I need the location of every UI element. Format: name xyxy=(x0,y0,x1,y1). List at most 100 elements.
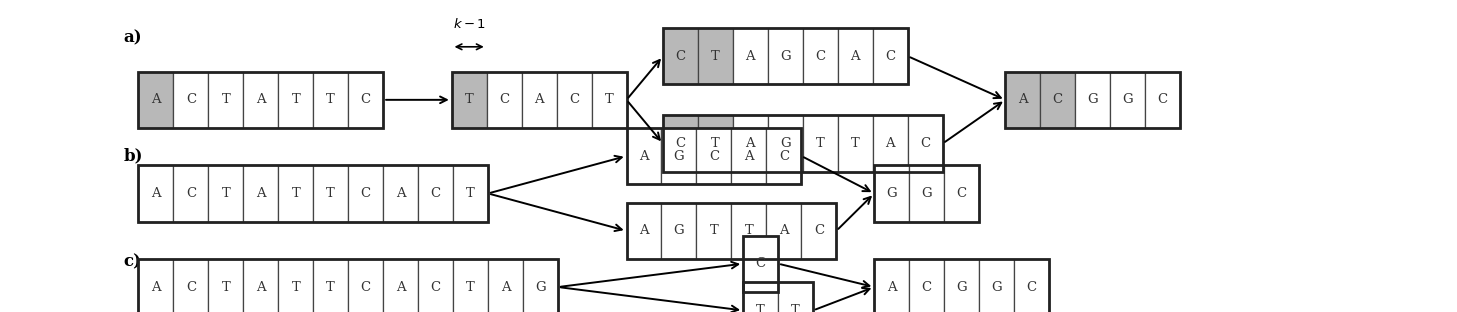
Text: C: C xyxy=(431,280,440,294)
Text: C: C xyxy=(921,137,930,150)
Text: A: A xyxy=(152,187,160,200)
Bar xyxy=(348,259,383,312)
Bar xyxy=(663,115,943,172)
Bar xyxy=(838,28,873,84)
Bar xyxy=(731,128,766,184)
Bar xyxy=(138,165,488,222)
Text: A: A xyxy=(1018,93,1027,106)
Bar xyxy=(874,165,979,222)
Bar xyxy=(313,72,348,128)
Bar xyxy=(663,115,698,172)
Text: G: G xyxy=(779,50,791,63)
Bar xyxy=(1075,72,1110,128)
Text: $k-1$: $k-1$ xyxy=(453,17,485,31)
Text: C: C xyxy=(1053,93,1062,106)
Bar xyxy=(557,72,592,128)
Text: c): c) xyxy=(124,254,141,271)
Bar xyxy=(278,165,313,222)
Bar xyxy=(801,203,836,259)
Bar xyxy=(522,72,557,128)
Text: C: C xyxy=(957,187,966,200)
Bar xyxy=(208,259,243,312)
Text: C: C xyxy=(500,93,508,106)
Bar xyxy=(696,128,731,184)
Text: C: C xyxy=(1027,280,1036,294)
Bar xyxy=(243,165,278,222)
Text: T: T xyxy=(791,304,800,312)
Text: G: G xyxy=(779,137,791,150)
Bar xyxy=(627,203,836,259)
Text: C: C xyxy=(186,93,195,106)
Text: C: C xyxy=(186,280,195,294)
Text: T: T xyxy=(291,93,300,106)
Bar xyxy=(592,72,627,128)
Text: G: G xyxy=(921,187,932,200)
Bar xyxy=(383,165,418,222)
Text: T: T xyxy=(221,187,230,200)
Text: T: T xyxy=(465,93,474,106)
Bar xyxy=(487,72,522,128)
Text: A: A xyxy=(396,187,405,200)
Text: G: G xyxy=(673,224,685,237)
Bar xyxy=(766,128,801,184)
Text: T: T xyxy=(711,50,720,63)
Text: C: C xyxy=(361,280,370,294)
Bar xyxy=(313,165,348,222)
Text: T: T xyxy=(710,224,718,237)
Text: G: G xyxy=(956,280,967,294)
Bar xyxy=(243,72,278,128)
Bar xyxy=(208,165,243,222)
Text: A: A xyxy=(396,280,405,294)
Text: G: G xyxy=(886,187,898,200)
Text: T: T xyxy=(221,93,230,106)
Bar xyxy=(278,72,313,128)
Text: A: A xyxy=(640,149,648,163)
Bar xyxy=(663,28,908,84)
Text: A: A xyxy=(746,137,755,150)
Text: C: C xyxy=(756,257,765,270)
Text: T: T xyxy=(326,280,335,294)
Text: A: A xyxy=(886,137,895,150)
Bar xyxy=(1110,72,1145,128)
Text: G: G xyxy=(673,149,685,163)
Bar xyxy=(138,165,173,222)
Text: T: T xyxy=(221,280,230,294)
Text: C: C xyxy=(431,187,440,200)
Bar xyxy=(874,165,909,222)
Text: C: C xyxy=(1158,93,1167,106)
Text: b): b) xyxy=(124,148,143,164)
Bar xyxy=(452,72,627,128)
Bar xyxy=(278,259,313,312)
Text: C: C xyxy=(710,149,718,163)
Bar xyxy=(208,72,243,128)
Text: C: C xyxy=(814,224,823,237)
Bar xyxy=(733,115,768,172)
Bar xyxy=(909,259,944,312)
Bar xyxy=(874,259,1049,312)
Bar xyxy=(138,259,173,312)
Text: T: T xyxy=(605,93,613,106)
Bar xyxy=(1145,72,1180,128)
Bar xyxy=(627,128,661,184)
Bar xyxy=(873,115,908,172)
Bar xyxy=(874,259,909,312)
Bar xyxy=(661,128,696,184)
Bar xyxy=(696,203,731,259)
Bar xyxy=(1005,72,1180,128)
Text: C: C xyxy=(186,187,195,200)
Bar xyxy=(313,259,348,312)
Bar xyxy=(766,203,801,259)
Bar xyxy=(173,259,208,312)
Bar xyxy=(452,72,487,128)
Bar xyxy=(488,259,523,312)
Bar xyxy=(768,28,803,84)
Text: A: A xyxy=(256,93,265,106)
Bar xyxy=(418,165,453,222)
Text: T: T xyxy=(466,280,475,294)
Bar xyxy=(1040,72,1075,128)
Bar xyxy=(627,203,661,259)
Bar xyxy=(698,28,733,84)
Bar xyxy=(838,115,873,172)
Bar xyxy=(453,165,488,222)
Text: A: A xyxy=(746,50,755,63)
